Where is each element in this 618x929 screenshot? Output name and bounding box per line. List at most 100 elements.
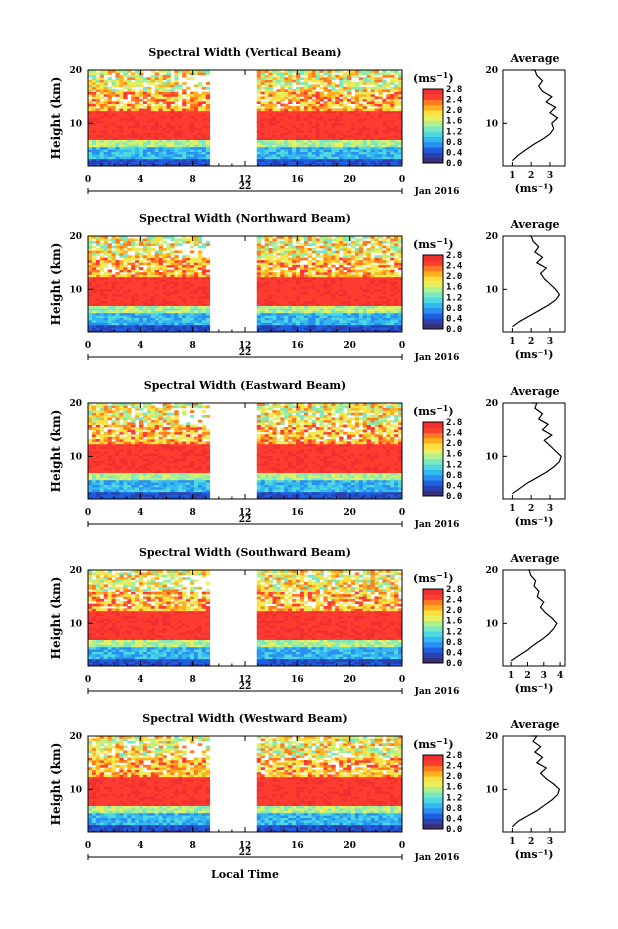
heatmap-cell (374, 89, 379, 92)
heatmap-cell (146, 132, 152, 136)
heatmap-cell (303, 77, 309, 80)
heatmap-cell (178, 312, 183, 316)
heatmap-cell (299, 298, 305, 302)
heatmap-cell (107, 276, 112, 280)
heatmap-cell (288, 86, 293, 90)
heatmap-cell (386, 108, 391, 112)
heatmap-cell (386, 130, 391, 133)
heatmap-cell (296, 288, 301, 292)
heatmap-cell (378, 276, 383, 280)
heatmap-cell (288, 305, 293, 309)
heatmap-cell (307, 151, 313, 155)
heatmap-cell (115, 250, 120, 254)
heatmap-cell (88, 329, 93, 333)
heatmap-cell (398, 146, 403, 150)
heatmap-cell (201, 293, 207, 297)
heatmap-cell (166, 106, 171, 109)
heatmap-cell (119, 252, 124, 256)
heatmap-cell (268, 161, 273, 164)
heatmap-cell (162, 108, 167, 112)
heatmap-cell (264, 163, 269, 167)
heatmap-cell (284, 84, 289, 88)
heatmap-cell (276, 274, 281, 278)
heatmap-cell (131, 257, 136, 261)
heatmap-cell (154, 149, 160, 152)
heatmap-cell (99, 320, 105, 323)
heatmap-cell (256, 260, 262, 263)
heatmap-cell (146, 298, 152, 302)
heatmap-cell (146, 120, 152, 124)
heatmap-cell (182, 284, 187, 287)
heatmap-cell (119, 161, 124, 164)
heatmap-cell (276, 315, 281, 318)
heatmap-cell (323, 158, 328, 162)
colorbar-tick-label: 2.0 (446, 106, 462, 116)
heatmap-cell (178, 146, 183, 150)
heatmap-cell (162, 288, 167, 292)
heatmap-cell (276, 288, 281, 292)
heatmap-cell (323, 291, 328, 294)
heatmap-cell (339, 74, 344, 78)
heatmap-cell (166, 144, 171, 148)
heatmap-cell (394, 161, 399, 164)
heatmap-cell (131, 279, 136, 282)
heatmap-cell (358, 86, 364, 90)
heatmap-cell (166, 82, 171, 85)
heatmap-cell (178, 158, 183, 162)
heatmap-cell (327, 137, 332, 140)
heatmap-cell (260, 130, 266, 133)
heatmap-cell (327, 238, 332, 242)
heatmap-cell (382, 98, 387, 102)
heatmap-cell (135, 79, 140, 83)
heatmap-cell (394, 113, 399, 116)
heatmap-cell (288, 154, 293, 157)
heatmap-cell (303, 250, 309, 254)
heatmap-cell (260, 281, 266, 285)
heatmap-cell (150, 310, 156, 314)
heatmap-cell (303, 86, 309, 90)
heatmap-cell (162, 84, 167, 88)
heatmap-cell (119, 127, 124, 131)
heatmap-cell (398, 110, 403, 114)
heatmap-cell (139, 134, 144, 138)
heatmap-cell (146, 108, 152, 112)
heatmap-cell (142, 238, 148, 242)
heatmap-cell (158, 327, 163, 330)
heatmap-cell (142, 298, 148, 302)
heatmap-cell (88, 154, 93, 157)
heatmap-cell (303, 257, 309, 261)
heatmap-cell (139, 118, 144, 121)
heatmap-cell (311, 240, 317, 244)
heatmap-cell (315, 106, 320, 109)
heatmap-cell (390, 77, 395, 80)
heatmap-cell (288, 82, 293, 85)
heatmap-cell (135, 146, 140, 150)
heatmap-cell (264, 118, 269, 121)
heatmap-cell (378, 308, 383, 311)
heatmap-cell (182, 120, 187, 124)
heatmap-cell (323, 94, 328, 97)
heatmap-cell (390, 286, 395, 290)
heatmap-cell (276, 125, 281, 128)
heatmap-cell (374, 248, 379, 251)
heatmap-cell (139, 91, 144, 95)
heatmap-cell (190, 96, 195, 100)
heatmap-cell (319, 267, 324, 270)
heatmap-cell (119, 284, 124, 287)
heatmap-cell (115, 154, 120, 157)
heatmap-cell (88, 106, 93, 109)
heatmap-cell (103, 276, 109, 280)
heatmap-cell (394, 149, 399, 152)
heatmap-cell (268, 101, 273, 104)
heatmap-cell (162, 320, 167, 323)
heatmap-cell (276, 98, 281, 102)
heatmap-cell (103, 118, 109, 121)
heatmap-cell (107, 322, 112, 326)
heatmap-cell (303, 154, 309, 157)
heatmap-cell (350, 322, 356, 326)
heatmap-cell (166, 317, 171, 321)
heatmap-cell (347, 324, 352, 328)
heatmap-cell (115, 264, 120, 268)
heatmap-cell (142, 312, 148, 316)
heatmap-cell (382, 288, 387, 292)
